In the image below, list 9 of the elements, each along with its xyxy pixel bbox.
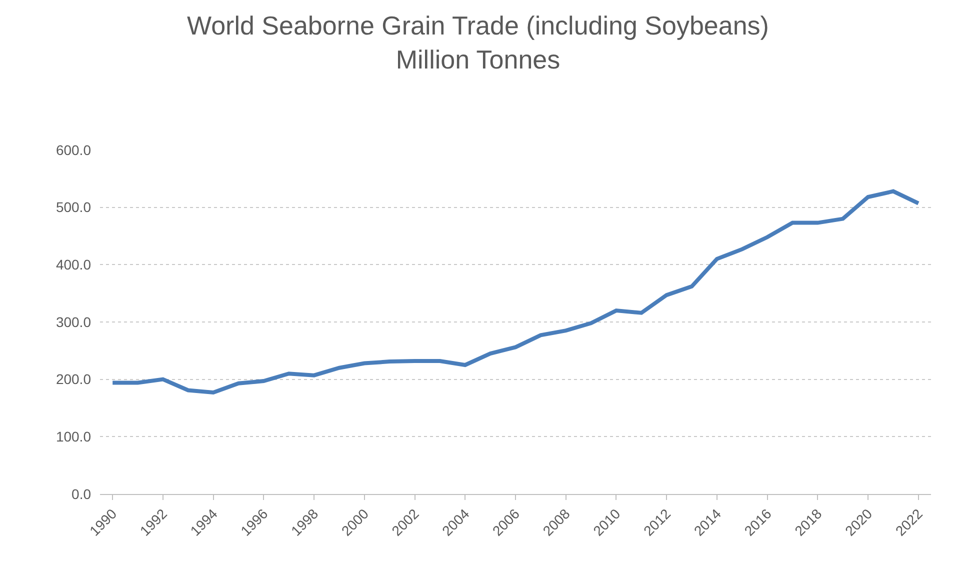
y-tick-label: 0.0	[72, 486, 92, 502]
y-tick-label: 200.0	[56, 371, 92, 388]
y-tick-label: 500.0	[56, 199, 92, 216]
y-tick-label: 300.0	[56, 314, 92, 330]
y-tick-label: 600.0	[56, 142, 92, 158]
y-tick-label: 100.0	[56, 428, 92, 445]
y-tick-label: 400.0	[56, 256, 92, 273]
chart-title: World Seaborne Grain Trade (including Soybeans) Million Tonnes	[187, 10, 769, 74]
line-series	[110, 189, 920, 395]
